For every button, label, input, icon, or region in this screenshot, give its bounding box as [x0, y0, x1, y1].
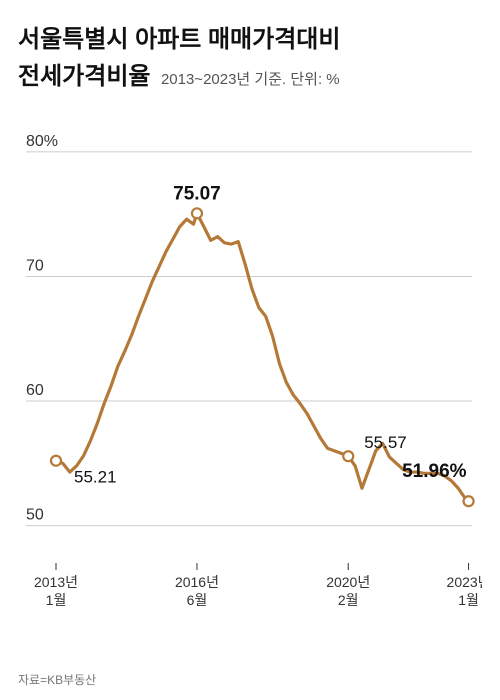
svg-text:1월: 1월 [458, 592, 479, 608]
title-meta: 2013~2023년 기준. 단위: % [161, 71, 340, 88]
svg-text:55.21: 55.21 [74, 468, 117, 487]
svg-text:51.96%: 51.96% [402, 462, 467, 483]
svg-text:2023년: 2023년 [447, 574, 482, 590]
svg-text:2020년: 2020년 [326, 574, 370, 590]
title-line2-row: 전세가격비율 2013~2023년 기준. 단위: % [18, 56, 482, 91]
svg-text:2016년: 2016년 [175, 574, 219, 590]
chart-title-block: 서울특별시 아파트 매매가격대비 전세가격비율 2013~2023년 기준. 단… [18, 24, 482, 91]
source-label: 자료=KB부동산 [18, 671, 96, 688]
title-line2: 전세가격비율 [18, 63, 150, 90]
svg-text:50: 50 [26, 507, 44, 524]
title-line1: 서울특별시 아파트 매매가격대비 [18, 24, 482, 56]
svg-text:1월: 1월 [46, 592, 67, 608]
svg-text:55.57: 55.57 [364, 434, 407, 453]
svg-text:2월: 2월 [338, 592, 359, 608]
svg-text:80%: 80% [26, 133, 58, 150]
svg-text:6월: 6월 [187, 592, 208, 608]
svg-text:60: 60 [26, 382, 44, 399]
svg-text:70: 70 [26, 258, 44, 275]
chart-area: 50 60 70 80% 55.21 75.07 55.57 51.96% 2013년 1월 201… [18, 109, 482, 659]
svg-text:2013년: 2013년 [34, 574, 78, 590]
line-chart-svg: 50 60 70 80% 55.21 75.07 55.57 51.96% 2013년 1월 201… [18, 109, 482, 619]
svg-text:75.07: 75.07 [173, 184, 221, 205]
